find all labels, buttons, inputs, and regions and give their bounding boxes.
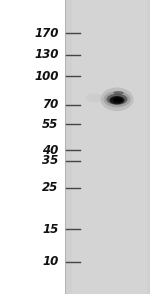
Text: 15: 15: [42, 223, 58, 236]
Text: 170: 170: [34, 27, 58, 40]
Text: 55: 55: [42, 118, 58, 131]
Ellipse shape: [103, 91, 130, 107]
Bar: [64, 0, 150, 294]
Text: 100: 100: [34, 70, 58, 83]
Ellipse shape: [110, 96, 124, 104]
Text: 130: 130: [34, 49, 58, 61]
Text: 70: 70: [42, 98, 58, 111]
Ellipse shape: [106, 94, 128, 105]
Ellipse shape: [113, 91, 124, 95]
Text: 35: 35: [42, 154, 58, 167]
Text: 25: 25: [42, 181, 58, 194]
Bar: [72, 0, 147, 294]
Text: 10: 10: [42, 255, 58, 268]
Ellipse shape: [113, 97, 123, 103]
Ellipse shape: [85, 93, 103, 102]
Ellipse shape: [100, 88, 134, 111]
Text: 40: 40: [42, 143, 58, 156]
